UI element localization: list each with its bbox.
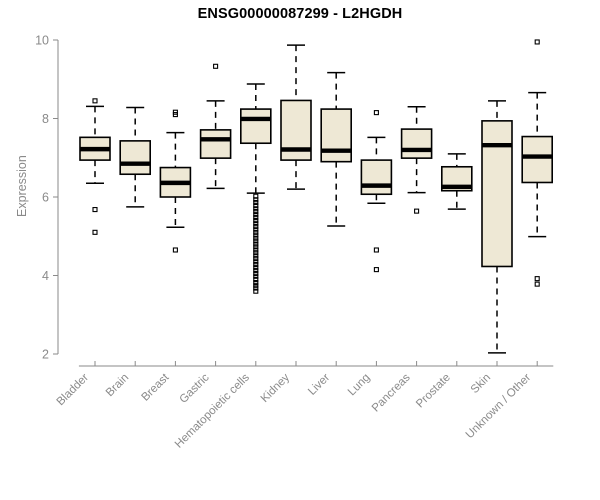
outlier-point xyxy=(253,253,259,259)
x-axis-category-label: Brain xyxy=(104,372,131,399)
box[interactable] xyxy=(521,135,554,184)
y-axis-tick-label: 4 xyxy=(42,269,49,283)
outlier-point xyxy=(253,244,259,250)
x-axis-category-label: Prostate xyxy=(414,372,453,411)
y-axis-tick-label: 8 xyxy=(42,112,49,126)
outlier-point xyxy=(253,199,259,206)
outlier-point xyxy=(253,220,259,226)
outlier-point xyxy=(253,214,259,220)
outlier-point xyxy=(253,250,259,256)
y-axis-tick-label: 2 xyxy=(42,348,49,362)
outlier-point xyxy=(253,235,259,241)
x-axis-category-label: Lung xyxy=(346,372,373,399)
outlier-point xyxy=(253,226,259,232)
outlier-point xyxy=(253,247,259,253)
x-axis-category-label: Breast xyxy=(140,371,173,404)
box[interactable] xyxy=(320,108,353,163)
outlier-point xyxy=(253,282,259,288)
outlier-point xyxy=(253,256,259,262)
outlier-point xyxy=(373,267,379,273)
page-title: ENSG00000087299 - L2HGDH xyxy=(197,6,403,22)
outlier-point xyxy=(253,208,259,215)
box[interactable] xyxy=(240,108,272,145)
outlier-point xyxy=(253,232,259,238)
outlier-point xyxy=(253,218,259,224)
outlier-point xyxy=(253,238,259,244)
outlier-point xyxy=(253,259,259,265)
outlier-point xyxy=(373,247,379,253)
outlier-point xyxy=(253,273,259,279)
outlier-point xyxy=(172,112,178,118)
outlier-point xyxy=(92,229,98,235)
box[interactable] xyxy=(119,140,151,176)
outlier-point xyxy=(253,212,259,218)
outlier-point xyxy=(253,280,259,286)
outlier-point xyxy=(253,267,259,273)
outlier-point xyxy=(534,281,540,287)
outlier-point xyxy=(414,208,420,214)
outlier-point xyxy=(253,288,259,294)
outlier-point xyxy=(253,229,259,235)
y-axis-tick-label: 6 xyxy=(42,191,49,205)
outlier-point xyxy=(253,203,259,209)
x-axis-category-label: Pancreas xyxy=(370,371,413,414)
box[interactable] xyxy=(199,129,232,159)
x-axis-category-label: Hematopoietic cells xyxy=(173,371,252,450)
x-axis-category-label: Gastric xyxy=(177,371,211,405)
outlier-point xyxy=(534,39,540,45)
outlier-point xyxy=(253,241,259,247)
outlier-point xyxy=(92,207,98,213)
box[interactable] xyxy=(400,128,433,159)
outlier-point xyxy=(253,206,259,212)
outlier-point xyxy=(92,98,98,104)
outlier-point xyxy=(253,276,259,282)
outlier-point xyxy=(172,247,178,253)
outlier-point xyxy=(253,261,259,268)
x-axis-category-label: Kidney xyxy=(259,371,293,405)
outlier-point xyxy=(213,63,219,69)
box[interactable] xyxy=(481,120,513,268)
x-axis-category-label: Bladder xyxy=(55,372,92,409)
box[interactable] xyxy=(360,159,393,196)
outlier-point xyxy=(253,265,259,271)
outlier-point xyxy=(253,285,259,291)
outlier-point xyxy=(534,276,540,282)
outlier-point xyxy=(253,270,259,277)
outlier-point xyxy=(253,223,259,229)
x-axis-category-label: Skin xyxy=(469,372,493,396)
outlier-point xyxy=(253,197,259,203)
outlier-point xyxy=(373,110,379,116)
y-axis-tick-label: 10 xyxy=(35,34,49,48)
x-axis-category-label: Liver xyxy=(306,372,332,398)
